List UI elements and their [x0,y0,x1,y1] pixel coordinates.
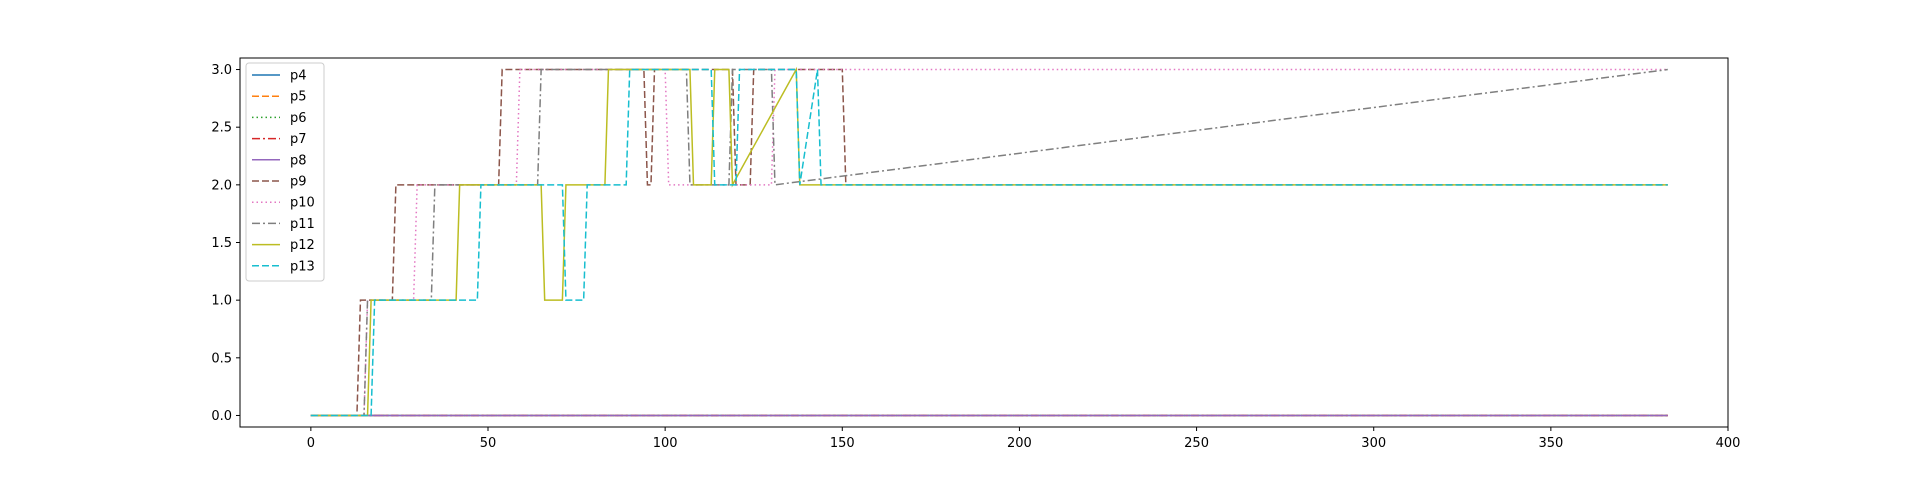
legend-label-p11: p11 [290,217,315,232]
y-tick-label: 1.0 [211,294,232,309]
series-lines [310,66,1668,417]
legend-label-p8: p8 [290,153,307,168]
legend-label-p5: p5 [290,90,307,105]
series-line-p11 [310,68,1668,417]
y-tick-label: 0.5 [211,351,232,366]
series-line-p9 [310,68,1668,417]
legend-label-p13: p13 [290,259,315,274]
x-tick-label: 300 [1361,436,1386,451]
legend-label-p7: p7 [290,132,307,147]
legend-label-p4: p4 [290,69,307,84]
series-line-p10 [310,68,1668,417]
y-tick-label: 2.5 [211,121,232,136]
y-tick-label: 1.5 [211,236,232,251]
legend-label-p10: p10 [290,196,315,211]
x-tick-label: 100 [653,436,678,451]
x-tick-label: 250 [1184,436,1209,451]
series-line-p12 [310,66,1668,417]
series-line-p13 [310,68,1668,417]
x-axis: 0 50 100 150 200 250 300 350 400 [307,427,1741,451]
axes-frame [239,57,1729,428]
legend: p4 p5 p6 p7 p8 p9 p10 p11 p12 p13 [245,62,325,282]
y-axis: 0.0 0.5 1.0 1.5 2.0 2.5 3.0 [211,63,240,424]
y-tick-label: 3.0 [211,63,232,78]
x-tick-label: 350 [1538,436,1563,451]
legend-label-p9: p9 [290,175,307,190]
x-tick-label: 0 [307,436,315,451]
y-tick-label: 0.0 [211,409,232,424]
x-tick-label: 200 [1007,436,1032,451]
legend-label-p12: p12 [290,238,315,253]
legend-label-p6: p6 [290,111,307,126]
y-tick-label: 2.0 [211,178,232,193]
x-tick-label: 50 [480,436,497,451]
x-tick-label: 400 [1716,436,1741,451]
x-tick-label: 150 [830,436,855,451]
